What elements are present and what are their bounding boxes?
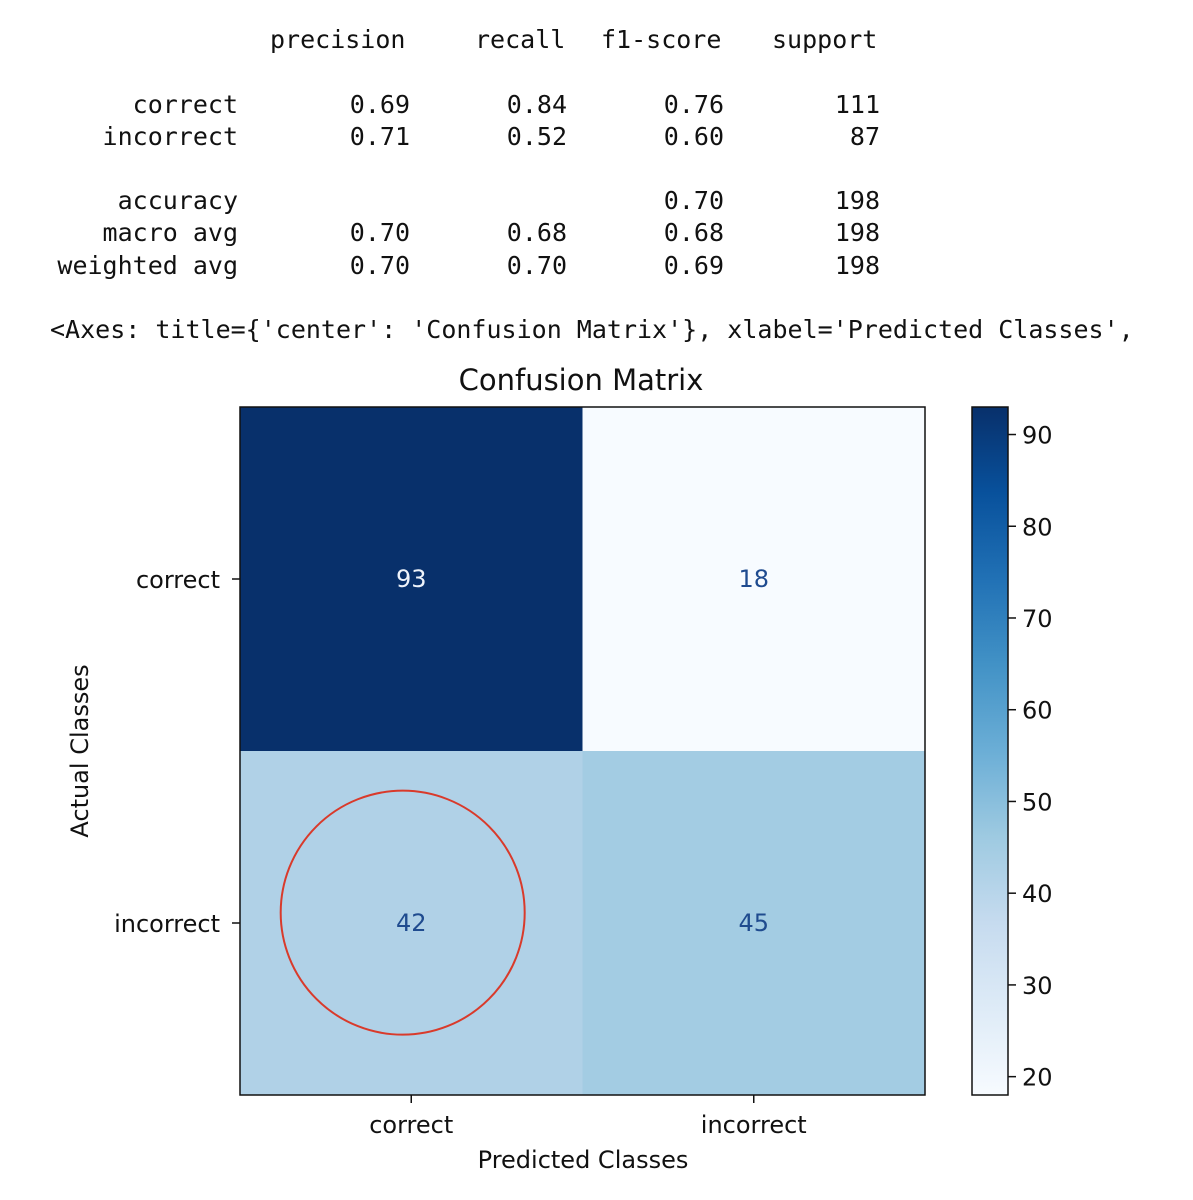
chart-title: Confusion Matrix <box>459 363 704 397</box>
report-precision-cell: 0.71 <box>349 122 411 151</box>
colorbar-tick-label: 70 <box>1022 605 1053 633</box>
report-recall-cell: 0.70 <box>506 251 568 280</box>
report-label-cell: correct <box>132 90 238 119</box>
colorbar <box>971 406 1009 1096</box>
heatmap-cell <box>240 407 583 752</box>
report-f1-cell: 0.76 <box>663 90 725 119</box>
classification-report: precision recall f1-score support correc… <box>0 0 1193 300</box>
y-tick-label: correct <box>136 566 220 594</box>
report-label-cell: incorrect <box>102 122 239 151</box>
report-f1-cell: 0.68 <box>663 218 725 247</box>
axes-repr-output: <Axes: title={'center': 'Confusion Matri… <box>50 315 1134 344</box>
header-recall: recall <box>475 25 566 54</box>
report-support-cell: 198 <box>834 251 880 280</box>
report-support-cell: 111 <box>834 90 880 119</box>
x-tick-label: correct <box>369 1111 453 1139</box>
cell-value-label: 45 <box>738 909 769 937</box>
colorbar-tick-label: 40 <box>1022 880 1053 908</box>
colorbar-tick-label: 50 <box>1022 788 1053 816</box>
x-axis-label: Predicted Classes <box>478 1146 689 1174</box>
report-label-cell: accuracy <box>117 186 239 215</box>
report-f1-cell: 0.60 <box>663 122 725 151</box>
report-support-cell: 198 <box>834 186 880 215</box>
cell-value-label: 93 <box>396 565 427 593</box>
heatmap-cell <box>240 751 583 1096</box>
heatmap-cell <box>582 407 926 752</box>
report-f1-cell: 0.69 <box>663 251 725 280</box>
report-recall-cell: 0.52 <box>506 122 568 151</box>
colorbar-tick-label: 30 <box>1022 972 1053 1000</box>
colorbar-tick-label: 60 <box>1022 697 1053 725</box>
plot-frame <box>239 406 926 1096</box>
report-label-cell: macro avg <box>102 218 239 247</box>
header-precision: precision <box>270 25 406 54</box>
report-recall-cell: 0.84 <box>506 90 568 119</box>
report-precision-cell: 0.70 <box>349 251 411 280</box>
y-axis-label: Actual Classes <box>66 664 94 837</box>
report-recall-cell: 0.68 <box>506 218 568 247</box>
x-tick-label: incorrect <box>701 1111 807 1139</box>
report-f1-cell: 0.70 <box>663 186 725 215</box>
header-f1-score: f1-score <box>601 25 722 54</box>
header-support: support <box>772 25 878 54</box>
heatmap-cell <box>582 751 926 1096</box>
report-precision-cell: 0.69 <box>349 90 411 119</box>
report-support-cell: 198 <box>834 218 880 247</box>
colorbar-tick-label: 90 <box>1022 422 1053 450</box>
colorbar-tick-label: 80 <box>1022 513 1053 541</box>
highlight-circle <box>279 789 526 1036</box>
cell-value-label: 42 <box>396 909 427 937</box>
y-tick-label: incorrect <box>114 910 220 938</box>
colorbar-tick-label: 20 <box>1022 1064 1053 1092</box>
report-support-cell: 87 <box>849 122 880 151</box>
report-label-cell: weighted avg <box>57 251 239 280</box>
report-precision-cell: 0.70 <box>349 218 411 247</box>
cell-value-label: 18 <box>738 565 769 593</box>
